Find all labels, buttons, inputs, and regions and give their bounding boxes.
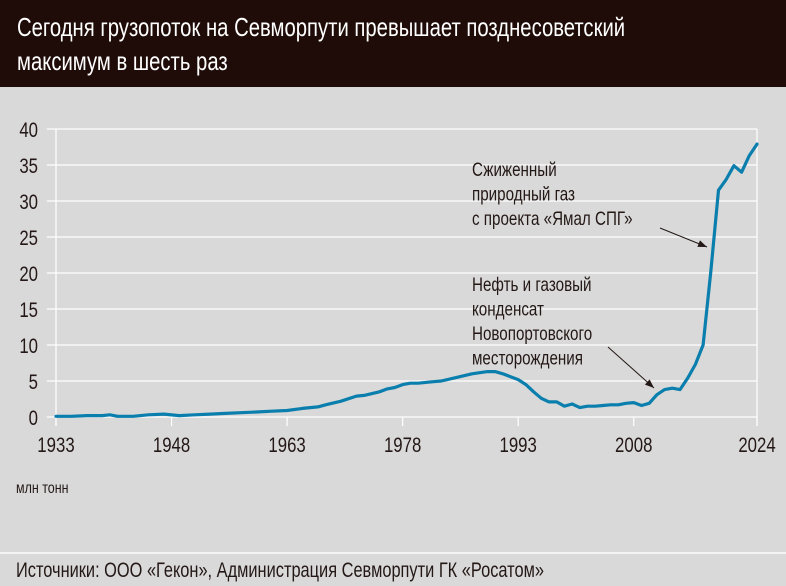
y-tick-label: 40 — [19, 119, 38, 142]
x-tick-label: 2024 — [738, 434, 776, 457]
x-tick-label: 2008 — [615, 434, 652, 457]
header-bar — [0, 0, 786, 87]
annotation-arrow — [607, 346, 655, 389]
x-tick-label: 1978 — [384, 434, 421, 457]
annotation-text: природный газ — [472, 183, 575, 205]
y-tick-label: 30 — [19, 191, 38, 214]
arrowhead-icon — [697, 240, 707, 247]
series-line — [54, 142, 759, 418]
annotation-text: месторождения — [472, 347, 583, 369]
title-line-1: Сегодня грузопоток на Севморпути превыша… — [17, 12, 626, 42]
source-note: Источники: ООО «Гекон», Администрация Се… — [16, 559, 544, 582]
x-tick-label: 1948 — [153, 434, 190, 457]
annotation-text: конденсат — [472, 298, 544, 320]
y-tick-label: 35 — [19, 155, 38, 178]
y-axis-unit: млн тонн — [16, 480, 69, 497]
x-tick-label: 1993 — [500, 434, 537, 457]
y-tick-label: 0 — [29, 407, 38, 430]
arrowhead-icon — [644, 379, 654, 388]
y-tick-label: 20 — [19, 263, 38, 286]
annotation-text: Сжиженный — [472, 158, 557, 180]
x-tick-label: 1933 — [37, 434, 74, 457]
annotation-text: Новопортовского — [472, 322, 592, 344]
annotation-text: с проекта «Ямал СПГ» — [472, 207, 633, 229]
x-tick-label: 1963 — [268, 434, 305, 457]
y-tick-label: 25 — [19, 227, 38, 250]
y-tick-label: 15 — [19, 299, 38, 322]
y-tick-label: 10 — [19, 335, 38, 358]
annotation-text: Нефть и газовый — [472, 273, 592, 295]
chart-title: Сегодня грузопоток на Севморпути превыша… — [17, 10, 786, 78]
y-tick-label: 5 — [29, 371, 38, 394]
title-line-2: максимум в шесть раз — [17, 46, 228, 76]
footer-divider — [0, 552, 786, 554]
